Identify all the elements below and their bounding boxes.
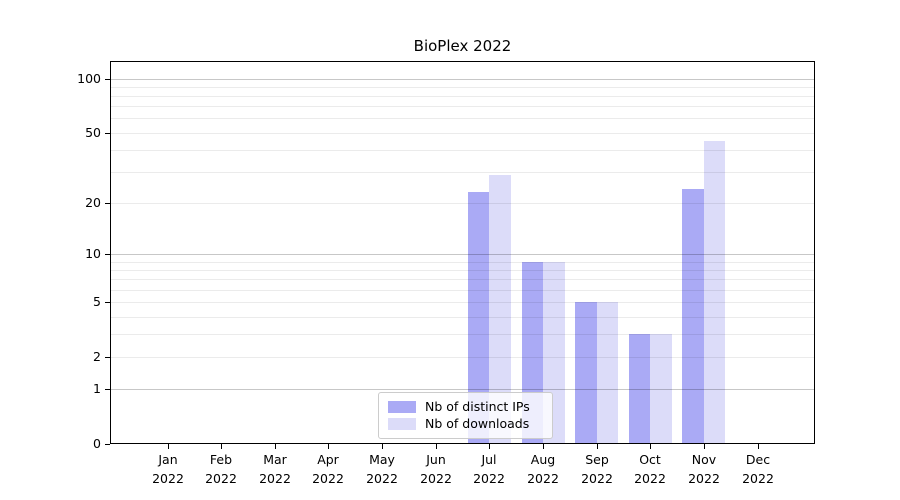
y-tick-label-50: 50 [85, 124, 101, 140]
minor-gridline-y-9 [111, 262, 814, 263]
y-tick-label-100: 100 [77, 70, 101, 86]
major-gridline-y-1 [111, 389, 814, 390]
minor-gridline-y-70 [111, 106, 814, 107]
minor-gridline-y-20 [111, 203, 814, 204]
bar-nb-of-distinct-ips-jul-2022 [467, 192, 490, 444]
minor-gridline-y-4 [111, 317, 814, 318]
legend-label-distinct-ips: Nb of distinct IPs [425, 399, 530, 414]
x-tick-jan-2022 [168, 444, 169, 449]
y-tick-0 [105, 444, 110, 445]
x-tick-label-may-2022: May 2022 [366, 452, 398, 486]
minor-gridline-y-5 [111, 302, 814, 303]
x-tick-label-oct-2022: Oct 2022 [634, 452, 666, 486]
x-tick-label-sep-2022: Sep 2022 [581, 452, 613, 486]
y-tick-label-0: 0 [93, 436, 101, 451]
minor-gridline-y-2 [111, 357, 814, 358]
x-tick-label-jan-2022: Jan 2022 [152, 452, 184, 486]
legend-swatch-downloads [388, 418, 416, 430]
minor-gridline-y-60 [111, 118, 814, 119]
minor-gridline-y-50 [111, 133, 814, 134]
minor-gridline-y-30 [111, 172, 814, 173]
minor-gridline-y-40 [111, 150, 814, 151]
y-tick-label-2: 2 [93, 349, 101, 364]
bar-nb-of-downloads-sep-2022 [596, 302, 619, 444]
minor-gridline-y-6 [111, 290, 814, 291]
y-tick-label-5: 5 [93, 294, 101, 310]
y-tick-label-1: 1 [93, 381, 101, 397]
x-tick-label-jul-2022: Jul 2022 [473, 452, 505, 486]
x-tick-jun-2022 [436, 444, 437, 449]
x-tick-feb-2022 [221, 444, 222, 449]
y-tick-10 [105, 254, 110, 255]
major-gridline-y-10 [111, 254, 814, 255]
bar-nb-of-distinct-ips-nov-2022 [682, 189, 704, 444]
x-tick-mar-2022 [275, 444, 276, 449]
x-tick-label-jun-2022: Jun 2022 [420, 452, 452, 486]
minor-gridline-y-7 [111, 279, 814, 280]
y-tick-100 [105, 79, 110, 80]
chart-title: BioPlex 2022 [413, 37, 512, 55]
minor-gridline-y-90 [111, 87, 814, 88]
legend: Nb of distinct IPs Nb of downloads [378, 392, 553, 439]
x-tick-may-2022 [382, 444, 383, 449]
minor-gridline-y-3 [111, 334, 814, 335]
x-tick-label-aug-2022: Aug 2022 [527, 452, 559, 486]
x-tick-apr-2022 [328, 444, 329, 449]
y-tick-2 [105, 357, 110, 358]
major-gridline-y-100 [111, 79, 814, 80]
y-tick-1 [105, 389, 110, 390]
bar-nb-of-distinct-ips-oct-2022 [628, 334, 651, 444]
x-tick-label-feb-2022: Feb 2022 [205, 452, 237, 486]
x-tick-label-dec-2022: Dec 2022 [742, 452, 774, 486]
legend-label-downloads: Nb of downloads [425, 416, 530, 431]
bar-nb-of-downloads-jul-2022 [489, 174, 511, 444]
bar-nb-of-distinct-ips-sep-2022 [575, 302, 597, 444]
bar-nb-of-downloads-oct-2022 [650, 334, 672, 444]
plot-area-frame [110, 61, 815, 444]
x-tick-label-mar-2022: Mar 2022 [259, 452, 291, 486]
legend-swatch-distinct-ips [388, 401, 416, 413]
y-tick-20 [105, 203, 110, 204]
minor-gridline-y-80 [111, 96, 814, 97]
y-tick-50 [105, 133, 110, 134]
x-tick-label-apr-2022: Apr 2022 [312, 452, 344, 486]
x-tick-sep-2022 [597, 444, 598, 449]
bar-nb-of-downloads-nov-2022 [703, 140, 726, 444]
x-tick-dec-2022 [758, 444, 759, 449]
y-tick-label-20: 20 [85, 194, 101, 210]
x-tick-jul-2022 [489, 444, 490, 449]
minor-gridline-y-8 [111, 270, 814, 271]
legend-item-downloads: Nb of downloads [388, 417, 543, 431]
x-tick-nov-2022 [704, 444, 705, 449]
y-tick-5 [105, 302, 110, 303]
legend-item-distinct-ips: Nb of distinct IPs [388, 400, 543, 414]
y-tick-label-10: 10 [85, 246, 101, 262]
x-tick-aug-2022 [543, 444, 544, 449]
x-tick-oct-2022 [650, 444, 651, 449]
x-tick-label-nov-2022: Nov 2022 [688, 452, 720, 486]
